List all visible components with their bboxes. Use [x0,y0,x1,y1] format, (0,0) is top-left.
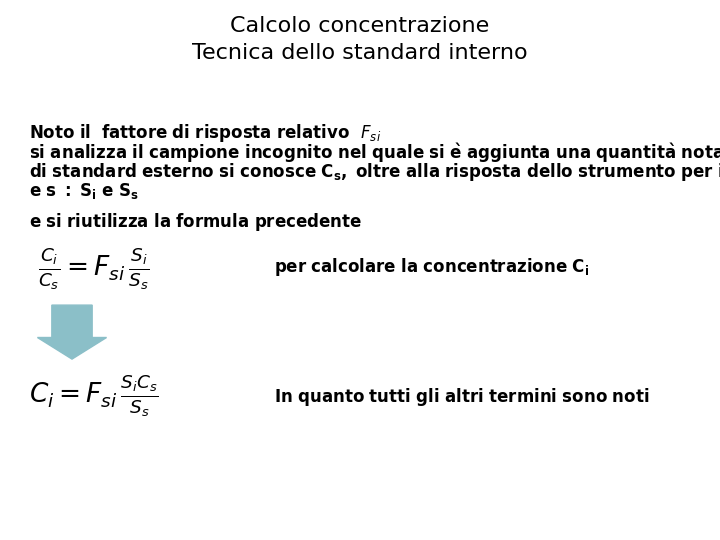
Text: $\mathbf{In\ quanto\ tutti\ gli\ altri\ termini\ sono\ noti}$: $\mathbf{In\ quanto\ tutti\ gli\ altri\ … [274,386,649,408]
Text: $\mathbf{si\ analizza\ il\ campione\ incognito\ nel\ quale\ si\ \grave{e}\ aggiu: $\mathbf{si\ analizza\ il\ campione\ inc… [29,141,720,165]
Text: $\mathbf{e\ s\ :\ S_i\ e\ S_s}$: $\mathbf{e\ s\ :\ S_i\ e\ S_s}$ [29,181,138,201]
Text: $\mathbf{per\ calcolare\ la\ concentrazione\ C_i}$: $\mathbf{per\ calcolare\ la\ concentrazi… [274,256,589,279]
Text: Calcolo concentrazione
Tecnica dello standard interno: Calcolo concentrazione Tecnica dello sta… [192,16,528,63]
Text: $C_i = F_{si}\,\frac{S_i C_s}{S_s}$: $C_i = F_{si}\,\frac{S_i C_s}{S_s}$ [29,373,158,419]
Text: $\frac{C_i}{C_s} = F_{si}\,\frac{S_i}{S_s}$: $\frac{C_i}{C_s} = F_{si}\,\frac{S_i}{S_… [37,246,150,292]
Text: $\mathbf{e\ si\ riutilizza\ la\ formula\ precedente}$: $\mathbf{e\ si\ riutilizza\ la\ formula\… [29,211,362,233]
Text: $\mathbf{Noto\ il\ \ fattore\ di\ risposta\ relativo}$  $\mathit{F}_{si}$: $\mathbf{Noto\ il\ \ fattore\ di\ rispos… [29,122,381,144]
Polygon shape [37,305,107,359]
Text: $\mathbf{di\ standard\ esterno\ si\ conosce\ C_s,\ oltre\ alla\ risposta\ dello\: $\mathbf{di\ standard\ esterno\ si\ cono… [29,161,720,184]
